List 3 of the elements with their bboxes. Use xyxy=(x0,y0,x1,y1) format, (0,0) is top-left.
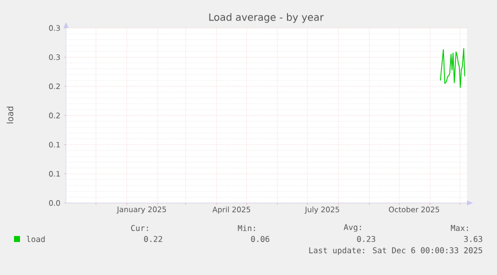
chart-title: Load average - by year xyxy=(209,13,324,23)
y-axis-title: load xyxy=(6,106,14,124)
line-series xyxy=(440,48,466,88)
